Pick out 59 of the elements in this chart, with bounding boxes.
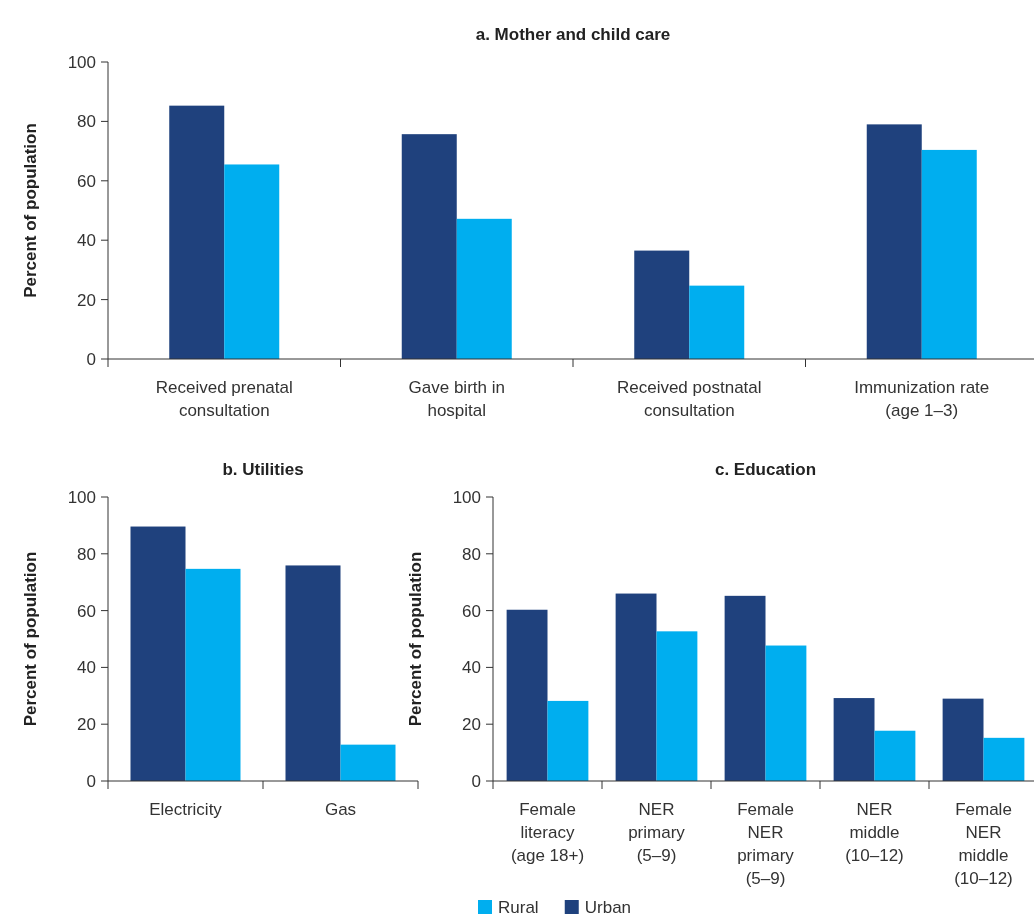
y-tick-label: 60 (462, 601, 481, 621)
y-tick-label: 20 (77, 290, 96, 310)
bar (615, 593, 657, 781)
x-tick-label: Gas (324, 800, 357, 819)
x-tick-label: Electricity (149, 800, 223, 819)
x-tick-label: NER primary (5–9) (628, 800, 686, 865)
bar (401, 134, 457, 359)
y-tick-label: 80 (77, 112, 96, 132)
y-tick-label: 0 (471, 771, 481, 791)
bar (656, 631, 698, 781)
x-tick-label: Received prenatal consultation (155, 378, 293, 420)
y-tick-label: 80 (77, 544, 96, 564)
y-tick-label: 0 (86, 771, 96, 791)
y-tick-label: 40 (462, 658, 481, 678)
x-tick-label: Female literacy (age 18+) (510, 800, 585, 865)
bar (921, 149, 977, 359)
y-tick-label: 100 (67, 487, 96, 507)
x-tick-label: Female NER middle (10–12) (954, 800, 1013, 888)
y-axis-title: Percent of population (21, 551, 40, 727)
bar (169, 105, 225, 359)
bar (285, 565, 341, 781)
y-tick-label: 60 (77, 171, 96, 191)
bar (765, 645, 807, 781)
x-tick-label: Received postnatal consultation (616, 378, 762, 420)
y-axis-title: Percent of population (406, 551, 425, 727)
y-tick-label: 20 (77, 715, 96, 735)
bar (224, 164, 280, 359)
bar (724, 595, 766, 781)
bar (340, 744, 396, 781)
y-tick-label: 40 (77, 231, 96, 251)
bar (130, 526, 186, 781)
x-tick-label: NER middle (10–12) (845, 800, 904, 865)
x-tick-label: Gave birth in hospital (408, 378, 505, 420)
bar (983, 737, 1025, 781)
bar (456, 218, 512, 359)
bar (874, 730, 916, 781)
y-tick-label: 20 (462, 715, 481, 735)
chart-title: a. Mother and child care (475, 25, 671, 44)
bar (634, 250, 690, 359)
bar (942, 698, 984, 781)
bar (866, 124, 922, 359)
bar (833, 698, 875, 781)
bar (689, 285, 745, 359)
y-tick-label: 40 (77, 658, 96, 678)
y-axis-title: Percent of population (21, 123, 40, 298)
y-tick-label: 60 (77, 601, 96, 621)
y-tick-label: 100 (452, 487, 481, 507)
bar (185, 568, 241, 781)
y-tick-label: 80 (462, 544, 481, 564)
bar (547, 700, 589, 781)
x-tick-label: Immunization rate (age 1–3) (854, 378, 990, 420)
chart-title: c. Education (714, 460, 817, 479)
legend-label: Rural (498, 898, 539, 917)
chart-title: b. Utilities (222, 460, 304, 479)
bar (506, 609, 548, 781)
y-tick-label: 0 (86, 349, 96, 369)
legend-label: Urban (584, 898, 632, 917)
x-tick-label: Female NER primary (5–9) (737, 800, 795, 888)
y-tick-label: 100 (67, 52, 96, 72)
